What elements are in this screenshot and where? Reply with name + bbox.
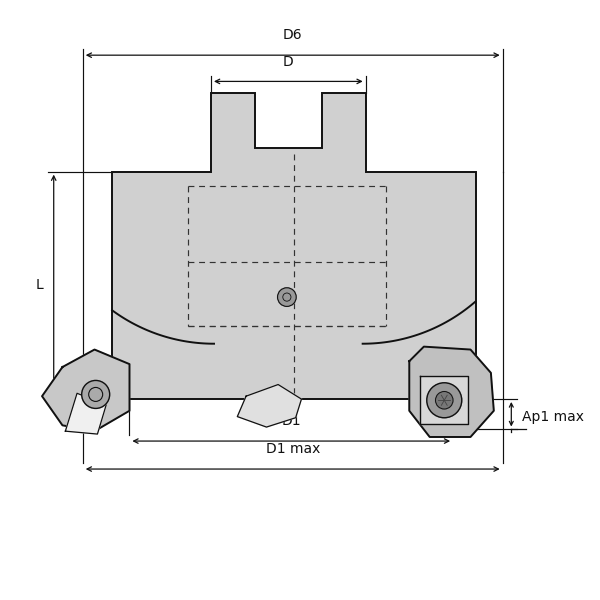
Polygon shape (42, 350, 130, 431)
Polygon shape (420, 376, 469, 424)
Circle shape (82, 380, 110, 409)
Polygon shape (238, 385, 301, 427)
Text: D: D (283, 55, 294, 68)
Circle shape (427, 383, 462, 418)
Circle shape (278, 288, 296, 307)
Circle shape (436, 392, 453, 409)
Text: L: L (35, 278, 43, 292)
Polygon shape (112, 93, 476, 399)
Polygon shape (65, 393, 106, 434)
Text: D1: D1 (281, 414, 301, 428)
Text: D1 max: D1 max (266, 442, 320, 456)
Polygon shape (409, 347, 494, 437)
Text: D6: D6 (283, 28, 302, 43)
Text: Ap1 max: Ap1 max (522, 410, 584, 424)
